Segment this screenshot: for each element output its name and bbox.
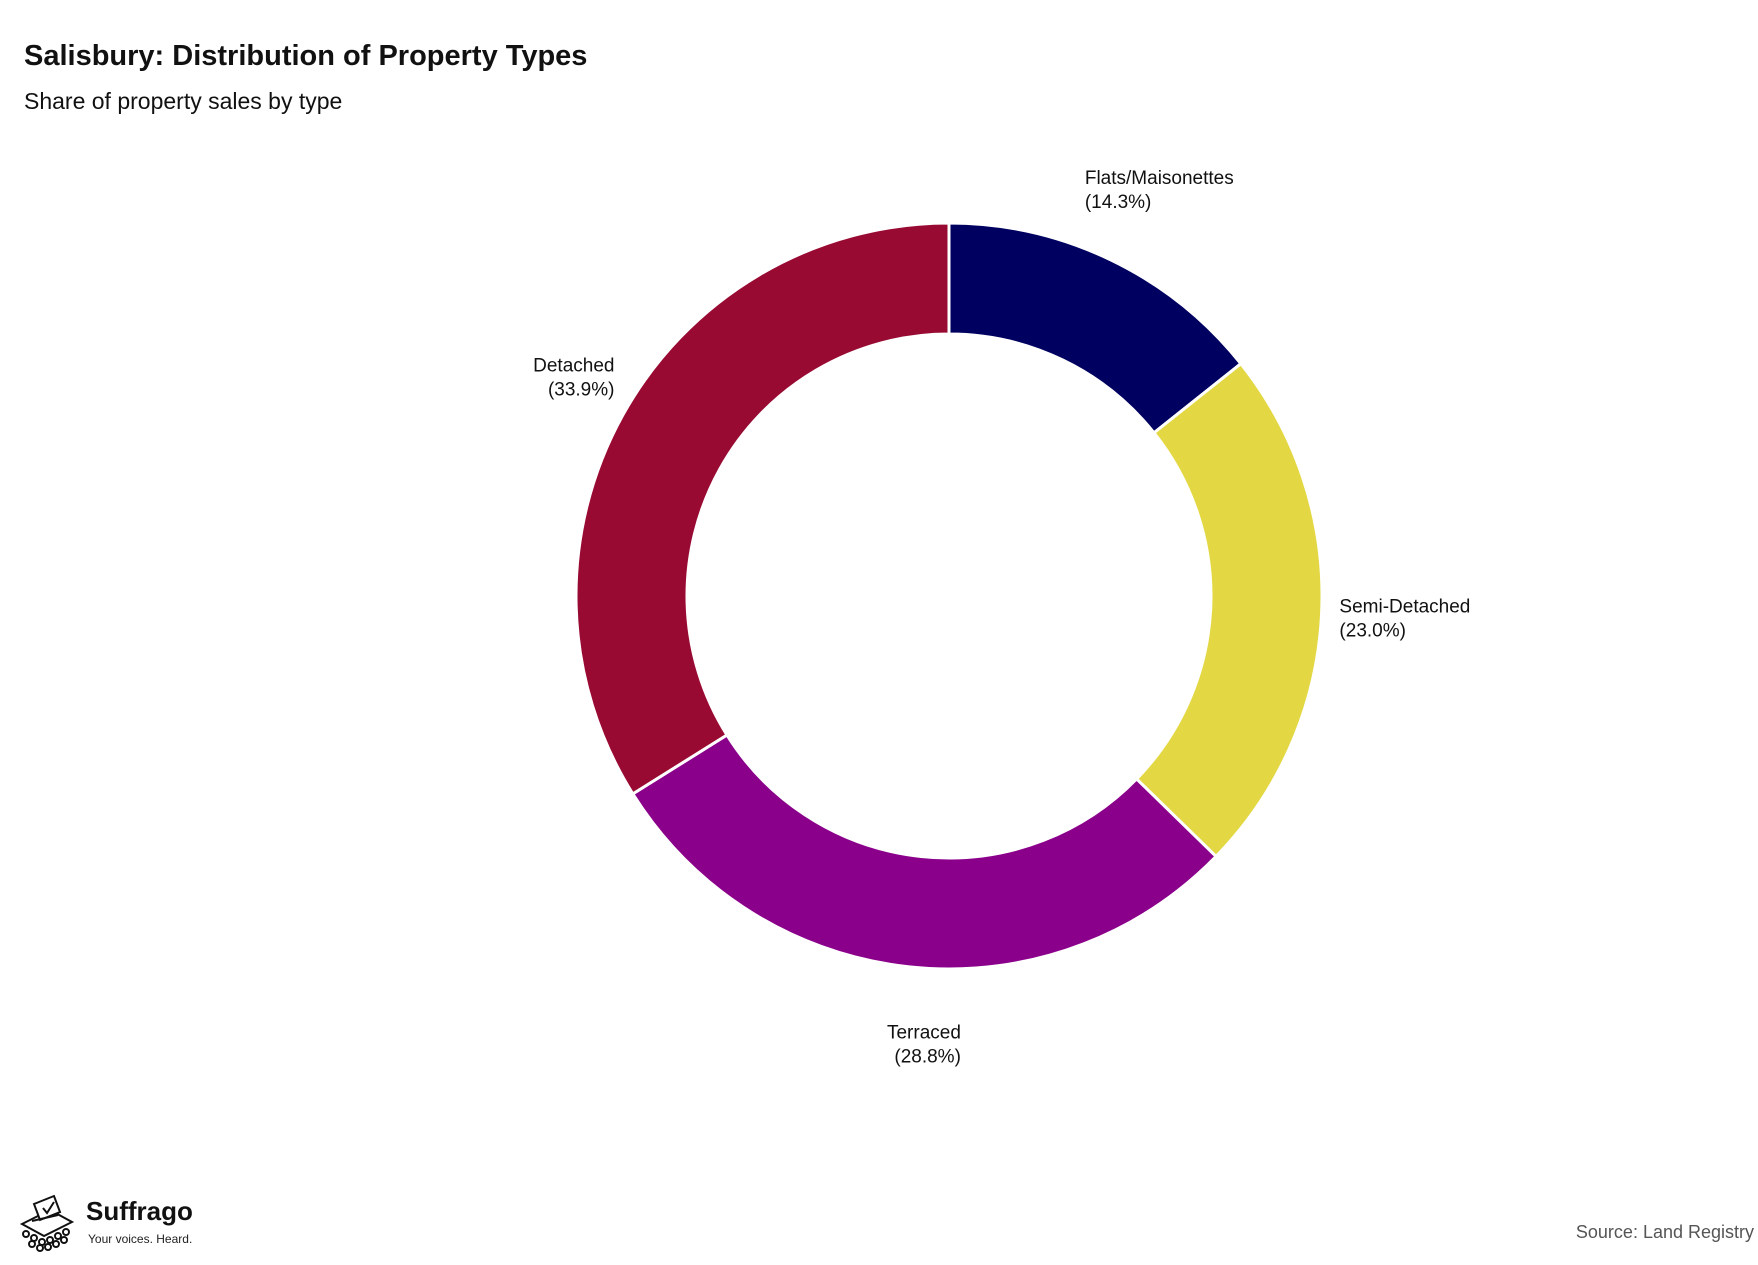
brand-tagline: Your voices. Heard.: [88, 1232, 193, 1246]
slice-terraced: [630, 732, 1219, 971]
chart-title: Salisbury: Distribution of Property Type…: [24, 40, 588, 72]
slice-label: Terraced: [887, 1022, 961, 1043]
slice-value-label: (23.0%): [1339, 621, 1406, 642]
slice-semi-detached: [1134, 361, 1324, 859]
ballot-box-icon: [19, 1194, 75, 1252]
slice-value-label: (28.8%): [894, 1046, 961, 1067]
slice-label: Flats/Maisonettes: [1085, 168, 1234, 189]
slice-label: Semi-Detached: [1339, 597, 1470, 618]
slice-label: Detached: [533, 355, 614, 376]
slice-detached: [574, 221, 951, 796]
slice-value-label: (14.3%): [1085, 192, 1152, 213]
source-note: Source: Land Registry: [1575, 1222, 1754, 1242]
slice-value-label: (33.9%): [548, 379, 615, 400]
brand-name: Suffrago: [86, 1196, 193, 1226]
chart-subtitle: Share of property sales by type: [24, 88, 343, 114]
brand-logo: Suffrago Your voices. Heard.: [14, 1188, 214, 1258]
